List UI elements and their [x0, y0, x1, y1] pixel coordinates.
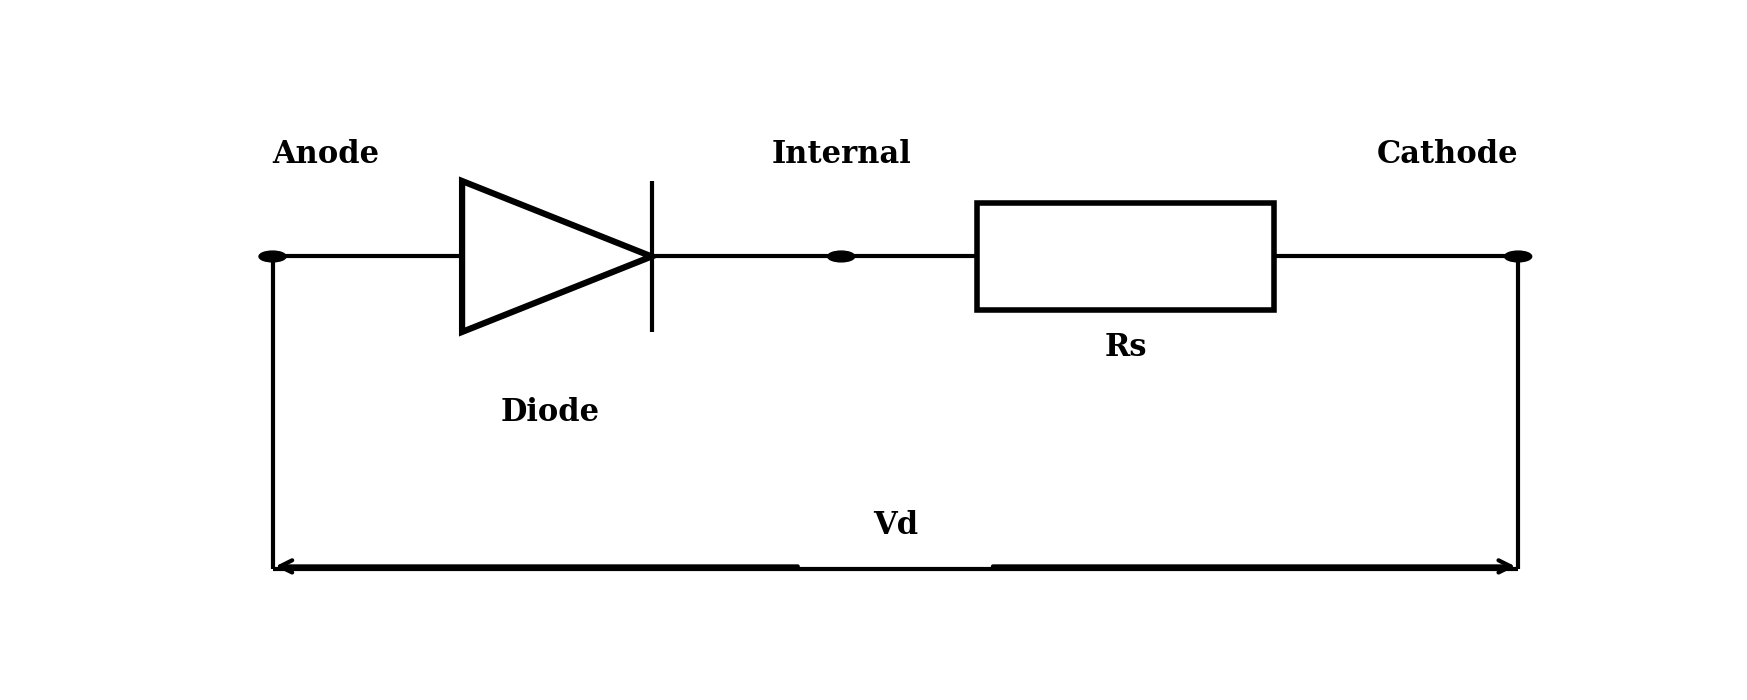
Circle shape [259, 251, 287, 262]
Text: Rs: Rs [1104, 332, 1146, 363]
Circle shape [1504, 251, 1532, 262]
Text: Anode: Anode [273, 139, 379, 170]
Text: Cathode: Cathode [1377, 139, 1518, 170]
Text: Internal: Internal [772, 139, 910, 170]
Bar [977, 202, 1274, 310]
Text: Vd: Vd [874, 510, 917, 542]
Circle shape [828, 251, 854, 262]
Text: Diode: Diode [501, 397, 599, 428]
